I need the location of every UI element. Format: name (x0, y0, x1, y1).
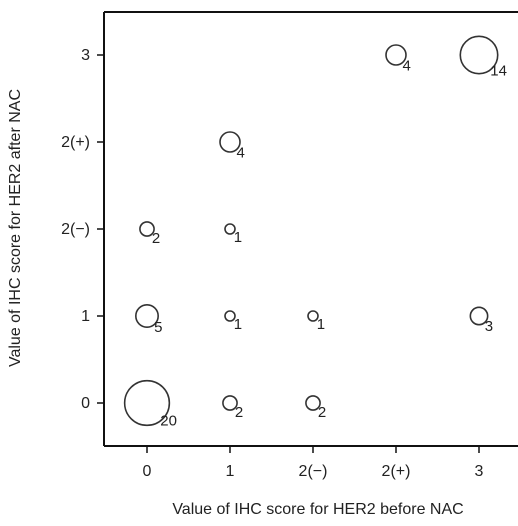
bubble-point (219, 131, 241, 153)
bubble-point (305, 395, 321, 411)
bubble-count-label: 4 (237, 145, 245, 162)
bubble-count-label: 5 (154, 319, 162, 336)
bubble-count-label: 2 (318, 404, 326, 421)
x-tick-label: 0 (143, 463, 152, 480)
bubble-point (222, 395, 238, 411)
bubble-count-label: 2 (235, 404, 243, 421)
bubble-point (123, 379, 171, 427)
x-tick-label: 3 (475, 463, 484, 480)
bubble-point (224, 223, 236, 235)
x-axis-title: Value of IHC score for HER2 before NAC (172, 501, 463, 518)
bubble-point (307, 310, 319, 322)
x-tick-label: 2(+) (382, 463, 411, 480)
axes (103, 11, 518, 447)
bubble-point (139, 221, 155, 237)
bubble-count-label: 14 (490, 62, 507, 79)
bubble-count-label: 1 (234, 316, 242, 333)
bubble-count-label: 2 (152, 230, 160, 247)
x-tick-label: 1 (226, 463, 235, 480)
bubble-point (459, 35, 499, 75)
x-tick-label: 2(−) (299, 463, 328, 480)
bubble-count-label: 3 (485, 318, 493, 335)
bubble-point (469, 306, 489, 326)
bubble-point (385, 44, 407, 66)
y-axis-ticks: 0 1 2(−) 2(+) 3 (61, 47, 104, 412)
y-axis-title: Value of IHC score for HER2 after NAC (7, 89, 24, 367)
data-points (123, 35, 499, 427)
bubble-point (135, 304, 159, 328)
x-axis-ticks: 0 1 2(−) 2(+) 3 (143, 446, 484, 480)
data-labels: 20 2 25 1 1 32 144 14 (152, 58, 507, 430)
bubble-count-label: 1 (317, 316, 325, 333)
bubble-count-label: 4 (403, 58, 411, 75)
y-tick-label: 1 (81, 308, 90, 325)
y-tick-label: 2(+) (61, 134, 90, 151)
bubble-point (224, 310, 236, 322)
y-tick-label: 2(−) (61, 221, 90, 238)
y-tick-label: 3 (81, 47, 90, 64)
bubble-count-label: 1 (234, 229, 242, 246)
y-tick-label: 0 (81, 395, 90, 412)
bubble-count-label: 20 (160, 412, 177, 429)
